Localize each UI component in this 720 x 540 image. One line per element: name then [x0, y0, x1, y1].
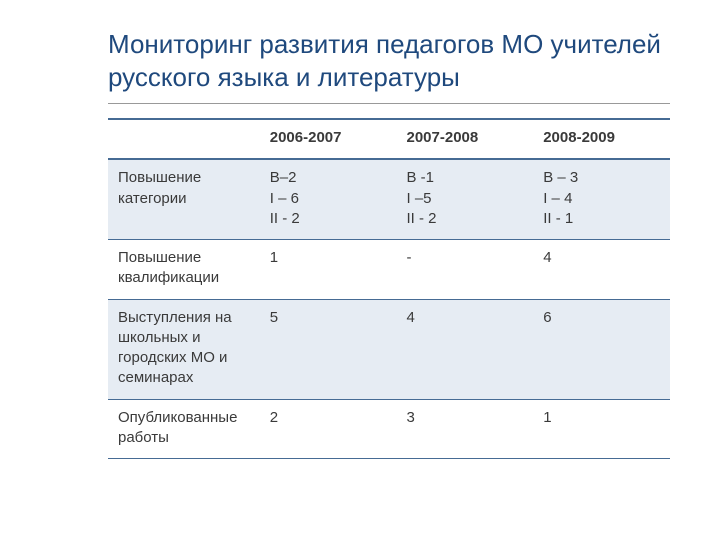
cell: 4	[533, 240, 670, 300]
col-header-2006: 2006-2007	[260, 119, 397, 159]
cell-line: I – 6	[270, 189, 387, 209]
cell: 5	[260, 299, 397, 399]
slide: Мониторинг развития педагогов МО учителе…	[0, 0, 720, 540]
monitoring-table: 2006-2007 2007-2008 2008-2009 Повышение …	[108, 118, 670, 459]
col-header-blank	[108, 119, 260, 159]
cell-line: II - 2	[406, 209, 523, 229]
col-header-2008: 2008-2009	[533, 119, 670, 159]
cell: В – 3 I – 4 II - 1	[533, 159, 670, 239]
table-header-row: 2006-2007 2007-2008 2008-2009	[108, 119, 670, 159]
cell: 2	[260, 399, 397, 459]
row-label: Повышение квалификации	[108, 240, 260, 300]
cell-line: В – 3	[543, 168, 660, 188]
cell: В–2 I – 6 II - 2	[260, 159, 397, 239]
row-label: Выступления на школьных и городских МО и…	[108, 299, 260, 399]
table-row: Опубликованные работы 2 3 1	[108, 399, 670, 459]
cell: 4	[396, 299, 533, 399]
row-label: Повышение категории	[108, 159, 260, 239]
cell-line: I – 4	[543, 189, 660, 209]
cell: 6	[533, 299, 670, 399]
slide-title: Мониторинг развития педагогов МО учителе…	[108, 28, 670, 104]
cell-line: II - 1	[543, 209, 660, 229]
cell: 1	[533, 399, 670, 459]
table-row: Повышение категории В–2 I – 6 II - 2 В -…	[108, 159, 670, 239]
cell-line: В–2	[270, 168, 387, 188]
row-label: Опубликованные работы	[108, 399, 260, 459]
cell-line: II - 2	[270, 209, 387, 229]
table-row: Повышение квалификации 1 - 4	[108, 240, 670, 300]
table-row: Выступления на школьных и городских МО и…	[108, 299, 670, 399]
cell: 1	[260, 240, 397, 300]
cell: 3	[396, 399, 533, 459]
cell-line: В -1	[406, 168, 523, 188]
cell: -	[396, 240, 533, 300]
cell: В -1 I –5 II - 2	[396, 159, 533, 239]
col-header-2007: 2007-2008	[396, 119, 533, 159]
cell-line: I –5	[406, 189, 523, 209]
